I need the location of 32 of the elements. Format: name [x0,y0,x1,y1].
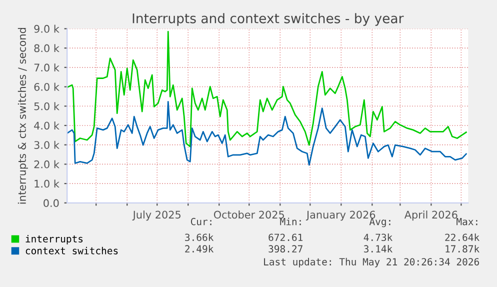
y-tick-label: 5.0 k [34,102,60,110]
y-tick-label: 1.0 k [34,180,60,188]
text: Last update: Thu May 21 20:26:34 2026 [264,258,479,268]
legend-label: interrupts [26,234,83,244]
y-tick-label: 3.0 k [34,140,60,149]
y-tick-label: 6.0 k [34,82,60,91]
y-tick-label: 8.0 k [34,44,60,52]
line-series [67,100,467,166]
y-tick-label: 2.0 k [34,160,60,168]
y-tick-label: 7.0 k [34,63,60,72]
y-tick-label: 0.0 [44,199,59,208]
line-series [67,30,467,148]
text: 17.87k [446,245,480,253]
y-axis-title: interrupts & ctx switches / second [18,28,28,204]
text: Cur: [190,218,212,226]
y-tick-label: 9.0 k [34,24,60,33]
y-tick-label: 4.0 k [34,122,60,130]
text: 398.27 [268,245,302,253]
x-tick-label: April 2026 [404,210,458,221]
chart-title: Interrupts and context switches - by year [132,13,404,26]
x-tick-label: October 2025 [214,210,284,219]
text: 3.66k [185,234,214,242]
text: Avg: [369,218,390,228]
text: Min: [280,218,301,226]
text: 672.61 [268,234,303,242]
text: 2.49k [185,245,214,253]
legend-label: context switches [26,246,118,254]
x-tick-label: July 2025 [132,210,180,221]
text: 4.73k [364,234,392,242]
text: 3.14k [364,245,392,253]
text: 22.64k [445,234,480,242]
text: Max: [456,218,478,226]
